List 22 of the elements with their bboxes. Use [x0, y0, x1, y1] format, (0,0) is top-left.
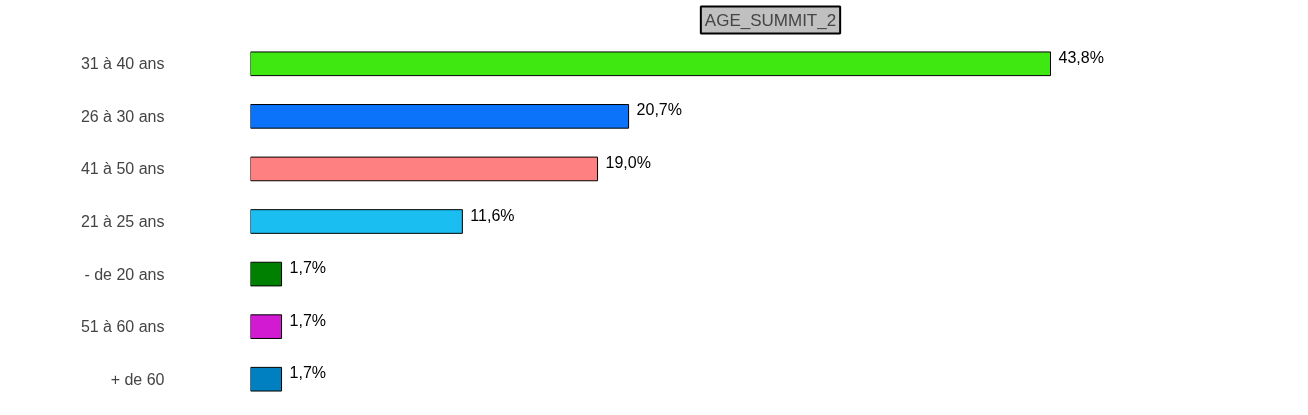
y-tick-label: + de 60	[110, 370, 165, 388]
data-label: 19,0%	[605, 153, 651, 171]
y-tick-label: 26 à 30 ans	[80, 107, 165, 125]
bar	[250, 156, 599, 182]
bar	[250, 366, 283, 392]
data-label: 43,8%	[1058, 48, 1104, 66]
data-label: 1,7%	[289, 259, 327, 277]
data-label: 11,6%	[470, 206, 515, 224]
y-tick-label: 51 à 60 ans	[80, 318, 165, 336]
bar	[250, 209, 463, 234]
bar	[250, 314, 283, 339]
y-tick-label: 31 à 40 ans	[80, 55, 165, 73]
bar	[250, 104, 630, 129]
y-tick-label: - de 20 ans	[84, 265, 165, 283]
bar	[250, 261, 283, 287]
data-label: 1,7%	[289, 311, 327, 329]
chart-title: AGE_SUMMIT_2	[704, 10, 837, 30]
data-label: 1,7%	[289, 364, 327, 382]
bar	[250, 51, 1051, 77]
y-tick-label: 21 à 25 ans	[80, 213, 165, 230]
y-tick-label: 41 à 50 ans	[80, 160, 165, 178]
data-label: 20,7%	[636, 101, 682, 119]
